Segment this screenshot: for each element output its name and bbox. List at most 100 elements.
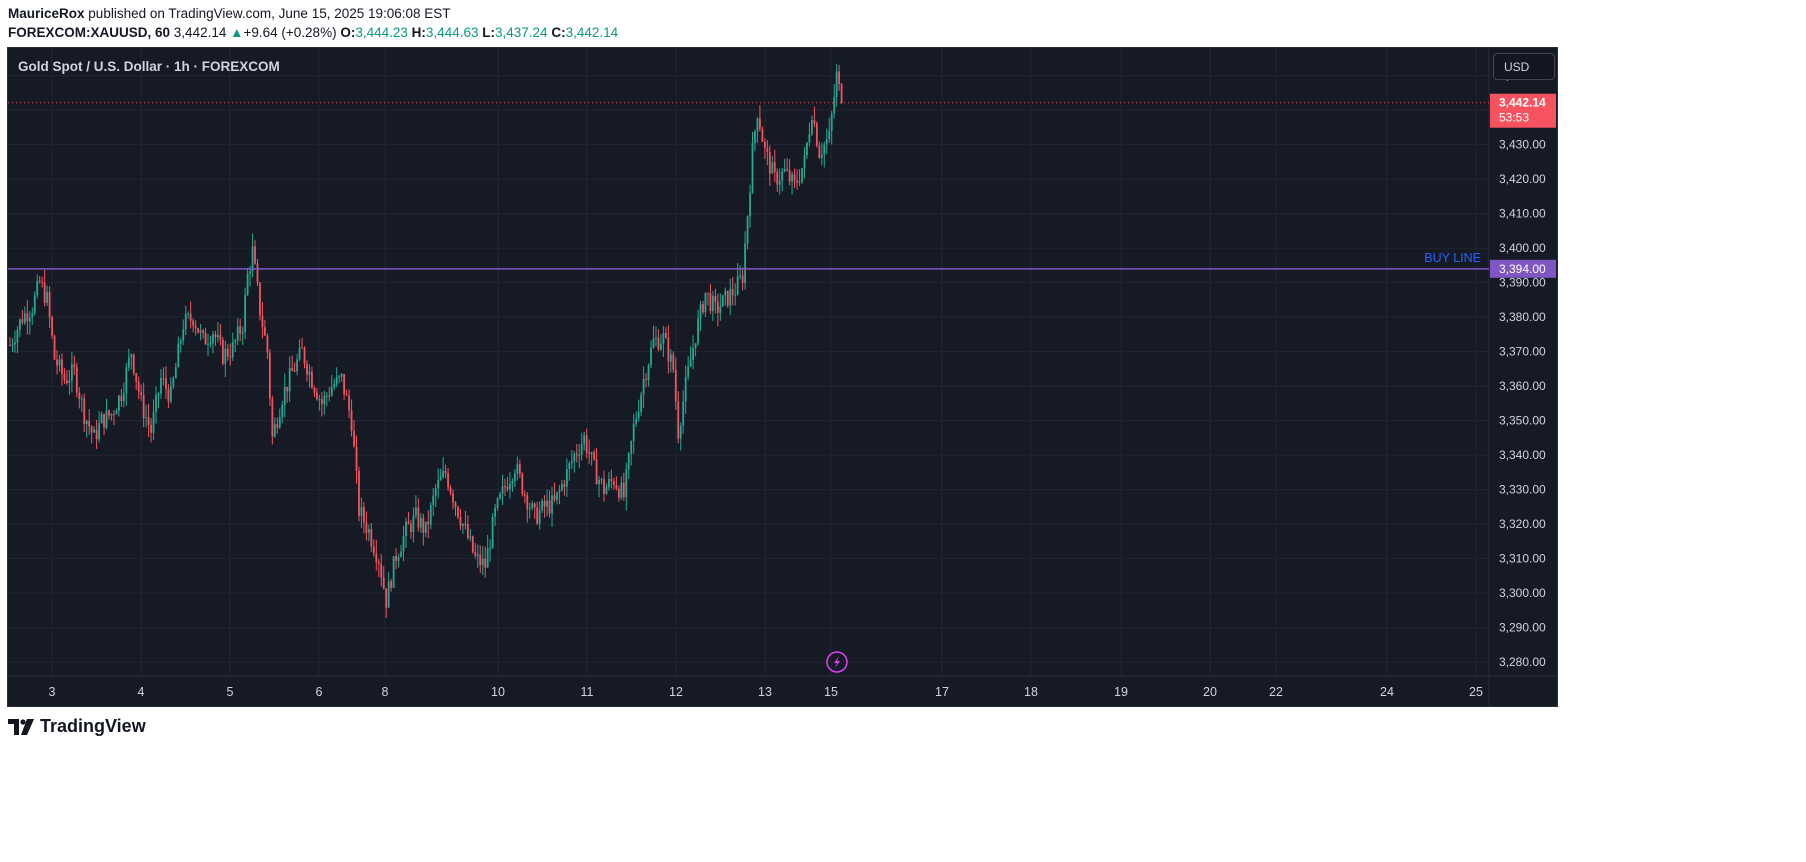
candle-body [33, 295, 36, 314]
candle-body [298, 347, 301, 360]
candle-body [553, 495, 556, 500]
candle-body [610, 478, 613, 482]
candle-body [640, 394, 643, 412]
candle-body [229, 356, 232, 358]
candle-body [620, 482, 623, 498]
candle-body [835, 71, 838, 97]
candle-body [501, 485, 504, 494]
candle-body [533, 503, 536, 508]
candle-body [167, 389, 170, 402]
candle-body [254, 246, 256, 264]
candle-body [650, 347, 652, 366]
price-tick-label: 3,330.00 [1499, 483, 1546, 497]
candle-body [669, 354, 672, 362]
candle-body [471, 536, 474, 553]
author-name[interactable]: MauriceRox [8, 6, 85, 21]
candle-body [736, 276, 739, 295]
buy-line-price-tag [1490, 259, 1556, 278]
candle-body [249, 271, 251, 274]
candle-body [261, 315, 264, 328]
candle-body [162, 378, 165, 380]
candle-body [259, 282, 261, 316]
candle-body [598, 479, 600, 485]
candle-body [642, 378, 645, 395]
candle-body [365, 522, 368, 533]
candle-body [184, 313, 187, 330]
candle-body [476, 554, 479, 556]
candle-body [219, 335, 222, 340]
candle-body [187, 313, 190, 315]
candle-body [338, 376, 341, 378]
price-tick-label: 3,340.00 [1499, 448, 1546, 462]
candle-body [108, 410, 110, 416]
price-chart[interactable]: 3,280.00 3,290.00 3,300.00 3,310.00 3,320.00… [8, 48, 1557, 706]
open-label: O: [340, 25, 356, 40]
candle-body [570, 461, 573, 464]
candle-body [469, 536, 472, 538]
candle-body [840, 83, 843, 103]
candle-body [746, 216, 749, 244]
candle-body [9, 344, 11, 346]
candle-body [786, 168, 789, 171]
low-label: L: [482, 25, 495, 40]
price-tick-label: 3,310.00 [1499, 552, 1546, 566]
candle-body [518, 464, 521, 474]
candle-body [694, 343, 697, 349]
candle-body [526, 495, 529, 510]
time-tick-label: 8 [382, 685, 389, 699]
candle-body [811, 120, 813, 134]
candle-body [328, 395, 331, 397]
time-tick-label: 17 [935, 685, 949, 699]
candle-body [496, 498, 499, 508]
candle-body [43, 282, 46, 303]
candle-body [293, 370, 296, 372]
candle-body [194, 325, 197, 329]
candle-body [608, 478, 610, 488]
candle-body [494, 507, 496, 517]
candle-body [798, 181, 801, 183]
candle-body [363, 507, 365, 523]
time-tick-label: 25 [1469, 685, 1483, 699]
candle-body [823, 144, 826, 155]
candle-body [236, 326, 239, 341]
price-tick-label: 3,280.00 [1499, 655, 1546, 669]
price-tick-label: 3,380.00 [1499, 310, 1546, 324]
price-tick-label: 3,350.00 [1499, 414, 1546, 428]
candle-body [83, 398, 86, 424]
candle-body [679, 426, 682, 439]
candle-body [664, 332, 667, 338]
candle-body [603, 479, 605, 495]
candle-body [105, 410, 108, 428]
candle-body [632, 423, 635, 442]
candle-body [801, 168, 803, 182]
candle-body [157, 393, 160, 395]
candle-body [627, 453, 630, 470]
candle-body [563, 483, 566, 487]
chart-panel[interactable]: 3,280.00 3,290.00 3,300.00 3,310.00 3,320.00… [7, 47, 1558, 707]
candle-body [828, 130, 831, 140]
candle-body [437, 480, 440, 489]
candle-body [358, 470, 360, 516]
candle-body [189, 313, 192, 321]
candle-body [93, 429, 96, 433]
candle-body [246, 273, 249, 295]
candle-body [756, 118, 759, 132]
candle-body [204, 333, 207, 345]
candle-body [605, 487, 608, 495]
candle-body [132, 354, 135, 374]
candle-body [28, 317, 31, 322]
candle-body [80, 398, 83, 400]
candle-body [704, 292, 707, 313]
candle-body [95, 429, 98, 440]
change-value: +9.64 (+0.28%) [243, 25, 337, 40]
candle-body [142, 394, 145, 419]
price-tick-label: 3,290.00 [1499, 621, 1546, 635]
brand-name: TradingView [40, 716, 146, 736]
candle-body [773, 162, 776, 172]
candle-body [739, 275, 742, 277]
candle-body [172, 378, 175, 387]
candle-body [504, 485, 506, 487]
time-tick-label: 20 [1203, 685, 1217, 699]
currency-button[interactable]: USD [1493, 53, 1555, 80]
candle-body [343, 373, 346, 395]
